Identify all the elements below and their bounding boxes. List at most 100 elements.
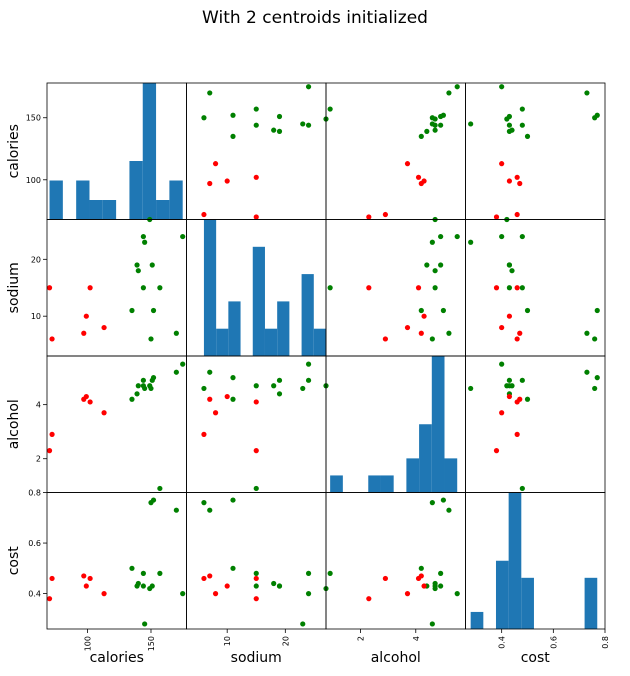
data-point (201, 115, 207, 121)
data-point (207, 90, 213, 96)
y-tick-label: 150 (26, 114, 41, 123)
data-point (140, 377, 146, 383)
data-point (592, 336, 598, 342)
data-point (454, 233, 460, 240)
data-point (493, 448, 500, 454)
data-point (180, 233, 186, 240)
histogram-bar (444, 458, 458, 493)
data-point (253, 174, 259, 180)
data-point (305, 84, 312, 90)
data-point (418, 133, 424, 139)
data-point (207, 507, 213, 513)
data-point (519, 285, 525, 291)
data-point (201, 385, 207, 392)
data-point (150, 307, 157, 314)
data-point (150, 375, 157, 381)
data-point (418, 573, 424, 579)
x-tick-label: 0.6 (549, 636, 558, 649)
data-point (519, 122, 525, 128)
histogram-bar (431, 356, 445, 493)
data-point (140, 583, 146, 589)
data-point (418, 330, 424, 336)
data-point (87, 285, 93, 291)
data-point (101, 410, 107, 416)
data-point (504, 116, 510, 122)
y-tick-label: 2 (36, 455, 41, 464)
data-point (382, 336, 388, 342)
x-tick-label: 10 (223, 636, 232, 646)
data-point (253, 570, 259, 576)
data-point (421, 178, 427, 184)
data-point (224, 583, 230, 589)
subplot-frame (46, 492, 187, 630)
histogram-bar (470, 611, 484, 629)
subplot-frame (186, 355, 327, 493)
data-point (212, 591, 219, 597)
data-point (224, 178, 230, 184)
histogram-bar (89, 200, 103, 220)
data-point (230, 565, 236, 571)
chart-title: With 2 centroids initialized (202, 8, 428, 28)
histogram-bar (406, 458, 420, 493)
data-point (421, 583, 427, 589)
histogram-bar (49, 180, 63, 220)
data-point (201, 211, 207, 218)
data-point (584, 90, 590, 96)
x-tick-label: 100 (84, 636, 93, 651)
y-axis-label: alcohol (6, 399, 22, 449)
y-tick-label: 100 (26, 176, 41, 185)
data-point (253, 575, 259, 582)
data-point (230, 375, 236, 381)
data-point (509, 383, 515, 389)
data-point (415, 174, 422, 180)
x-axis-label: cost (521, 650, 551, 666)
data-point (140, 570, 146, 576)
data-point (592, 385, 598, 392)
data-point (135, 383, 141, 389)
data-point (440, 307, 447, 314)
data-point (468, 239, 474, 245)
histogram-bar (216, 328, 229, 356)
data-point (207, 396, 213, 402)
data-point (305, 361, 312, 367)
subplot-frame (325, 219, 466, 357)
data-point (499, 361, 505, 367)
data-point (499, 410, 505, 416)
data-point (594, 307, 600, 314)
data-point (446, 90, 452, 96)
data-point (157, 485, 163, 492)
data-point (432, 285, 438, 291)
histogram-bar (252, 246, 265, 356)
data-point (212, 161, 219, 167)
data-point (418, 307, 424, 314)
data-point (327, 570, 333, 576)
x-axis-label: alcohol (371, 650, 421, 666)
data-point (438, 122, 444, 128)
data-point (506, 178, 513, 184)
data-point (253, 448, 259, 454)
data-point (524, 307, 531, 314)
data-point (271, 127, 277, 133)
subplot-frame (46, 219, 187, 357)
data-point (438, 570, 444, 576)
data-point (276, 391, 283, 397)
data-point (404, 324, 411, 331)
y-tick-label: 0.8 (28, 489, 41, 498)
data-point (129, 396, 135, 402)
subplot-frame (186, 492, 327, 630)
subplot-frame (465, 355, 606, 493)
data-point (519, 106, 525, 112)
data-point (509, 127, 515, 133)
data-point (493, 214, 500, 220)
histogram-bar (330, 475, 343, 493)
data-point (305, 591, 312, 597)
data-point (46, 285, 53, 291)
data-point (514, 336, 520, 342)
y-axis-label: calories (6, 124, 22, 178)
data-point (230, 396, 236, 402)
data-point (253, 596, 259, 602)
histogram-bar (76, 180, 90, 220)
data-point (135, 580, 141, 587)
data-point (499, 84, 505, 90)
data-point (207, 180, 213, 187)
